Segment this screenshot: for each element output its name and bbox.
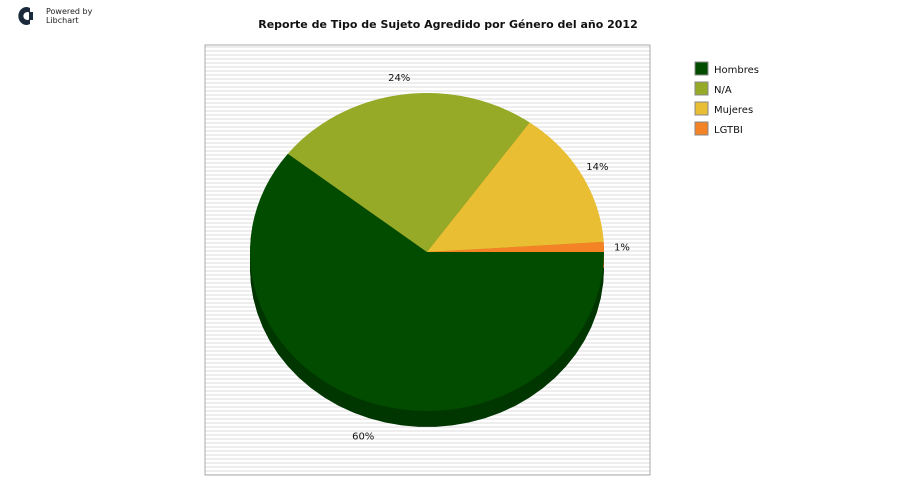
pie-label-hombres: 60% [352, 431, 374, 442]
pie-labels: 60% 24% 14% 1% [352, 73, 630, 442]
legend-label-lgtbi: LGTBI [714, 125, 743, 136]
legend-swatch-lgtbi [694, 121, 709, 136]
pie-label-lgtbi: 1% [614, 242, 630, 253]
legend-label-n-a: N/A [714, 85, 732, 96]
pie-slice-n-a [287, 93, 530, 252]
pie-label-n-a: 24% [388, 73, 410, 84]
brand-line1: Powered by [46, 7, 93, 16]
libchart-logo-icon [18, 7, 33, 26]
pie-label-mujeres: 14% [586, 162, 608, 173]
legend-label-mujeres: Mujeres [714, 105, 753, 116]
legend-swatch-hombres [694, 61, 709, 76]
legend-label-hombres: Hombres [714, 65, 759, 76]
pie-slice-hombres [250, 153, 604, 411]
legend-swatch-n-a [694, 81, 709, 96]
chart-title: Reporte de Tipo de Sujeto Agredido por G… [258, 18, 637, 31]
pie-slice-mujeres [427, 122, 604, 252]
legend-swatch-mujeres [694, 101, 709, 116]
pie-slices [250, 93, 604, 411]
legend: Hombres N/A Mujeres LGTBI [694, 61, 759, 136]
brand-line2: Libchart [46, 16, 79, 25]
pie-slice-lgtbi [427, 241, 604, 252]
